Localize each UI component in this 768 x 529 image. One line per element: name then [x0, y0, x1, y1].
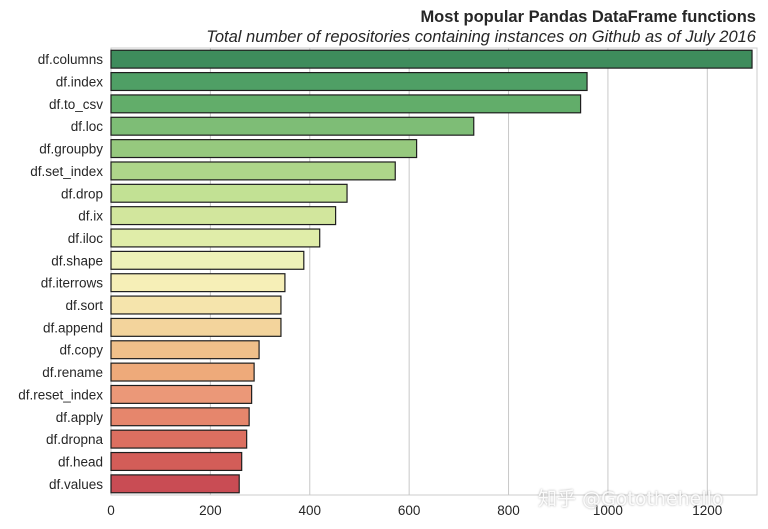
bar-df-iloc	[110, 228, 321, 248]
y-tick-label: df.drop	[61, 186, 103, 201]
bar-df-sort	[110, 295, 282, 315]
y-tick-label: df.apply	[56, 410, 104, 425]
y-tick-label: df.index	[56, 75, 104, 90]
bar-df-append	[110, 317, 282, 337]
chart-title: Most popular Pandas DataFrame functions	[420, 8, 756, 26]
y-tick-labels: df.columns df.index df.to_csv df.loc df.grou…	[18, 52, 103, 492]
bar-df-columns	[110, 49, 753, 69]
x-tick-label: 1200	[692, 503, 722, 518]
y-tick-label: df.iterrows	[41, 276, 104, 291]
y-tick-label: df.columns	[38, 52, 104, 67]
y-tick-label: df.shape	[51, 253, 103, 268]
bar-df-iterrows	[110, 273, 286, 293]
plot-area	[110, 47, 758, 496]
bar-df-shape	[110, 250, 305, 270]
bar-df-copy	[110, 340, 260, 360]
bar-df-reset-index	[110, 384, 253, 404]
y-tick-label: df.reset_index	[18, 387, 103, 402]
bar-df-drop	[110, 183, 348, 203]
bar-df-loc	[110, 116, 475, 136]
y-tick-label: df.ix	[78, 209, 103, 224]
y-tick-label: df.append	[43, 320, 103, 335]
x-tick-label: 400	[299, 503, 322, 518]
bar-df-apply	[110, 407, 250, 427]
y-tick-label: df.loc	[71, 119, 104, 134]
y-tick-label: df.sort	[65, 298, 103, 313]
y-tick-label: df.values	[49, 477, 103, 492]
bars	[110, 49, 753, 494]
y-tick-label: df.to_csv	[49, 97, 103, 112]
bar-df-dropna	[110, 429, 248, 449]
x-tick-label: 600	[398, 503, 421, 518]
chart-subtitle: Total number of repositories containing …	[206, 28, 756, 46]
bar-df-to-csv	[110, 94, 582, 114]
x-tick-label: 0	[107, 503, 115, 518]
bar-df-head	[110, 451, 243, 472]
x-tick-label: 1000	[593, 503, 623, 518]
bar-df-rename	[110, 362, 255, 382]
bar-df-ix	[110, 206, 337, 226]
x-tick-labels: 0 200 400 600 800 1000 1200	[107, 503, 722, 518]
x-tick-label: 200	[199, 503, 222, 518]
y-tick-label: df.iloc	[68, 231, 104, 246]
watermark: 知乎 @Gotothehello	[538, 488, 724, 510]
bar-df-set-index	[110, 161, 396, 181]
bar-df-values	[110, 474, 240, 494]
y-tick-label: df.copy	[59, 343, 103, 358]
y-tick-label: df.dropna	[46, 432, 104, 447]
bar-df-groupby	[110, 139, 418, 159]
y-tick-label: df.head	[58, 454, 103, 469]
y-tick-label: df.rename	[42, 365, 103, 380]
y-tick-label: df.set_index	[30, 164, 103, 179]
x-tick-label: 800	[497, 503, 520, 518]
y-tick-label: df.groupby	[39, 142, 103, 157]
bar-df-index	[110, 71, 588, 92]
